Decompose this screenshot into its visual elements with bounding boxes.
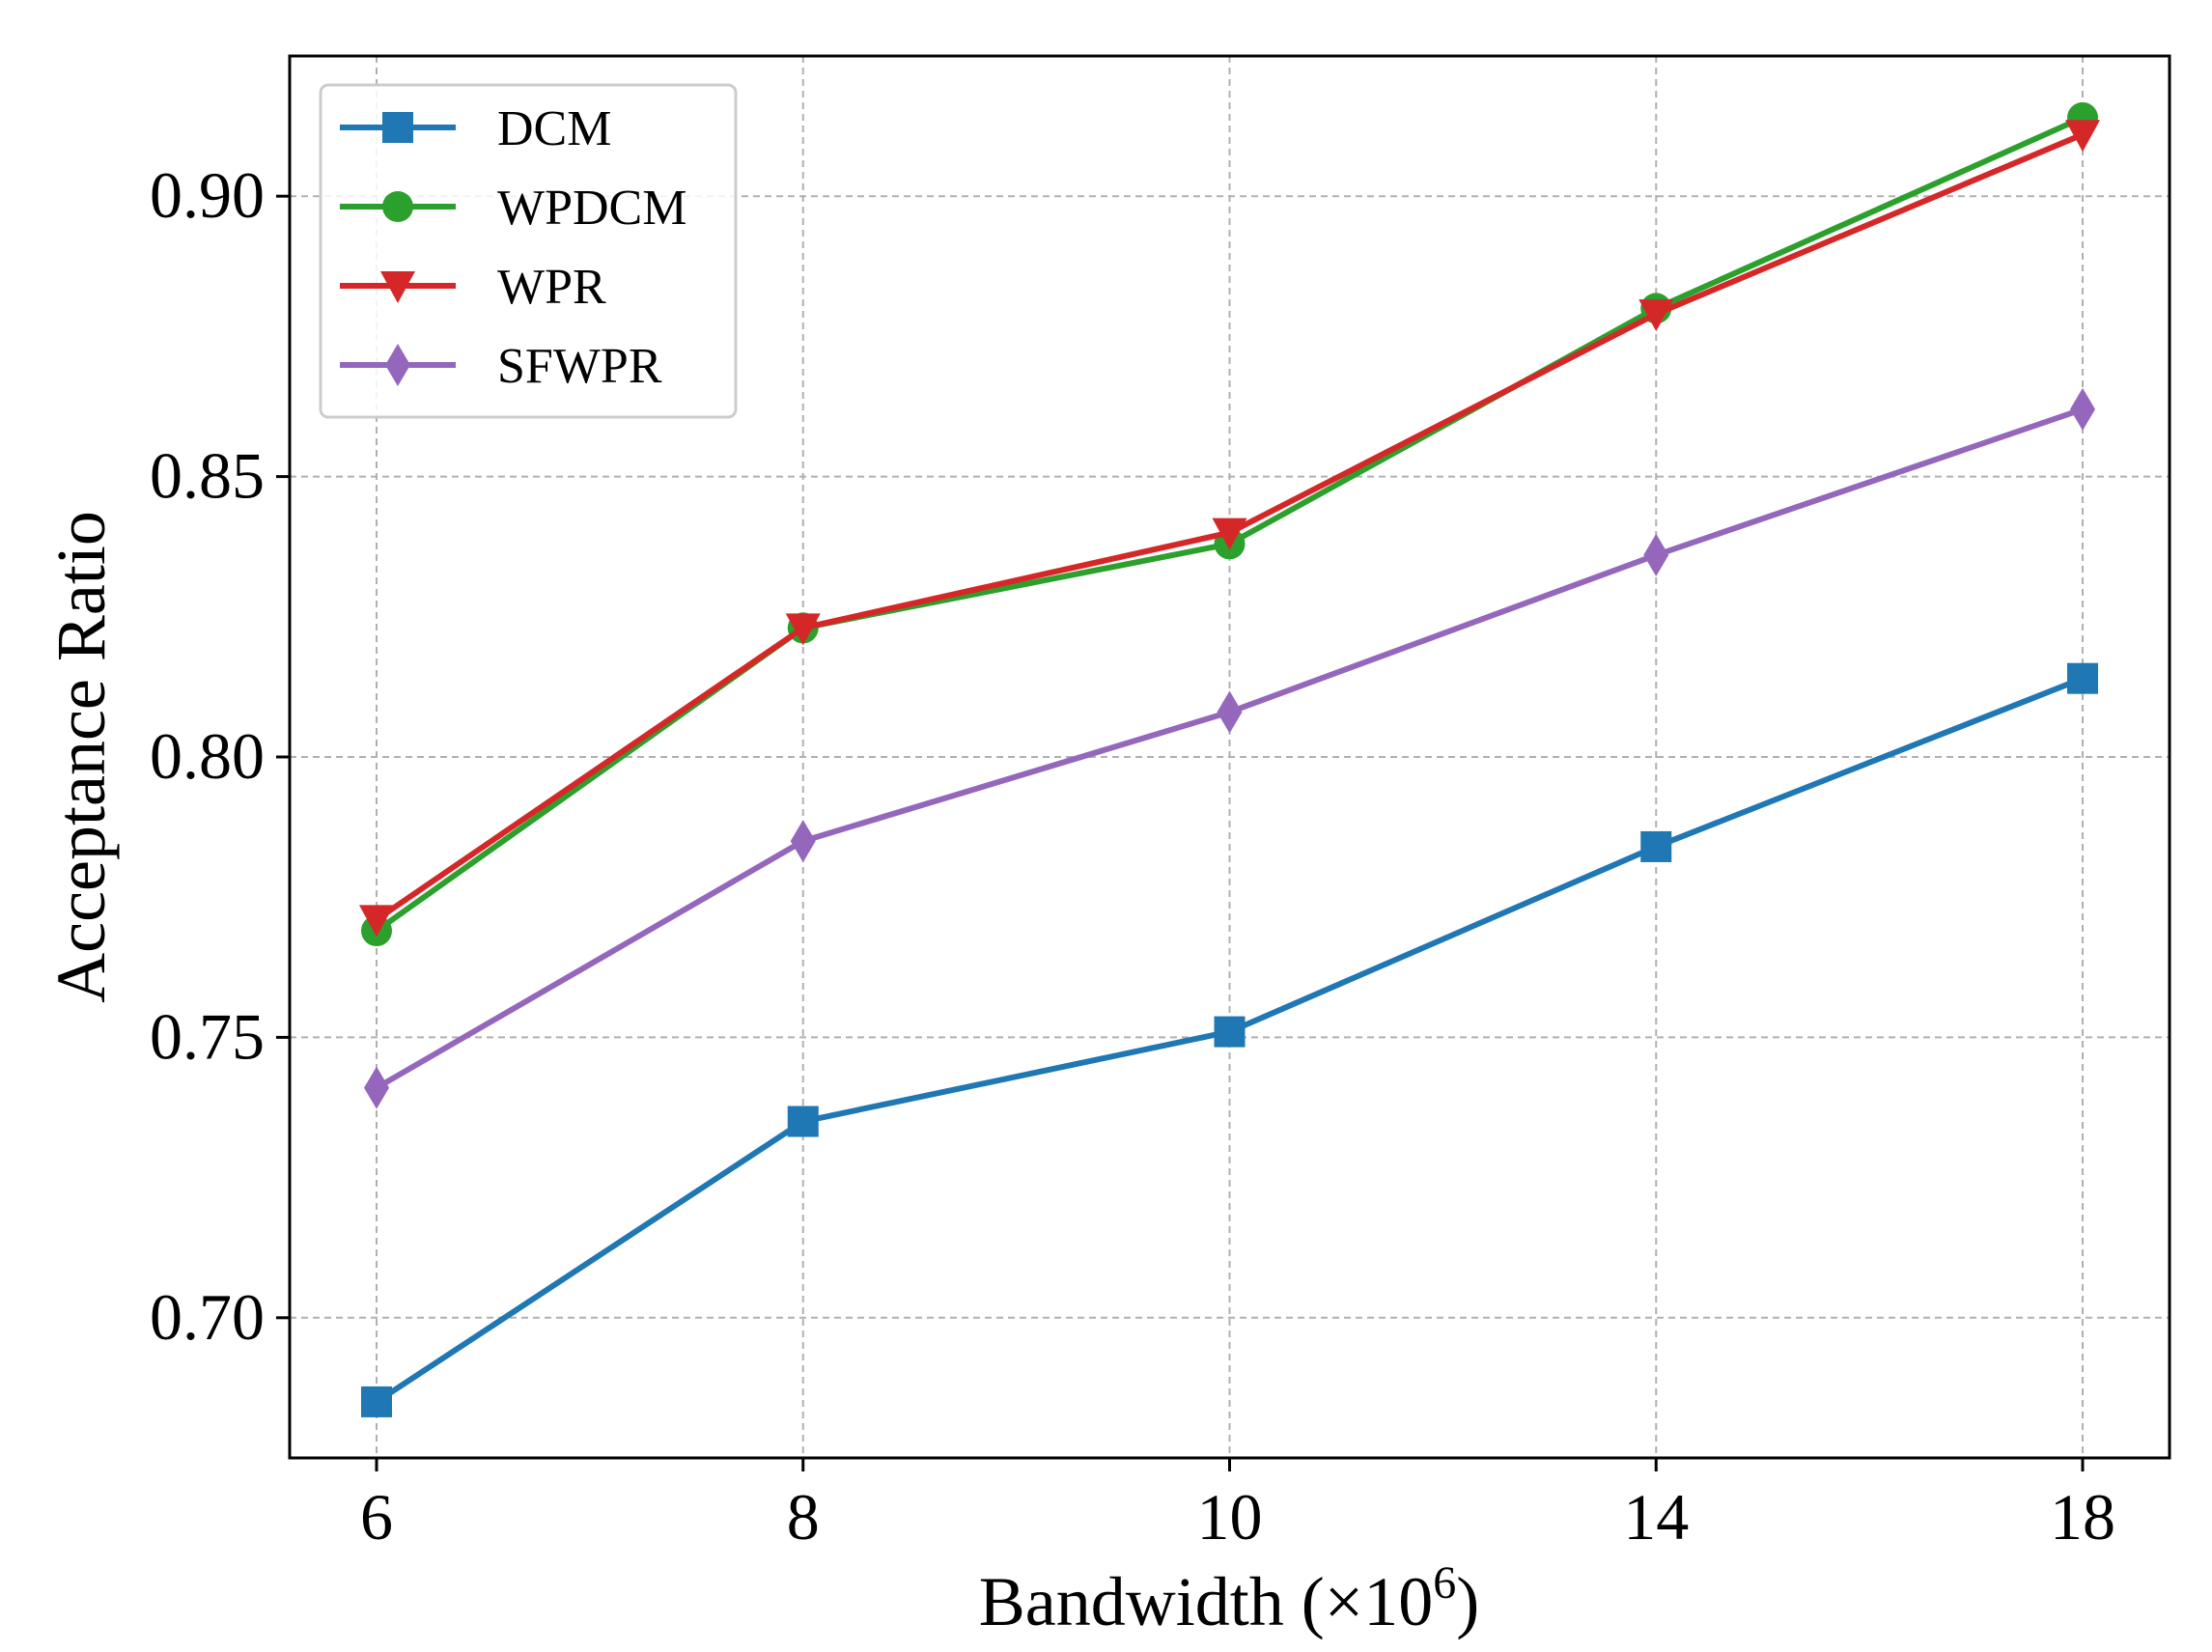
data-point-dcm [361,1386,392,1417]
y-tick-label: 0.70 [150,1280,265,1354]
legend-label-wpdcm: WPDCM [497,181,686,236]
data-point-sfwpr [364,1066,389,1109]
data-point-wpr [359,905,394,938]
y-tick-label: 0.75 [150,999,265,1073]
legend: DCM WPDCM WPR SFWPR [319,83,738,419]
x-tick-label: 10 [1197,1480,1263,1554]
series-dcm [361,662,2098,1417]
y-tick-label: 0.85 [150,439,265,513]
y-axis-label: Acceptance Ratio [42,511,120,1003]
series-sfwpr [364,387,2095,1109]
legend-marker-wpr [380,271,415,303]
data-point-wpr [1638,299,1674,332]
legend-marker-wpdcm [382,191,413,222]
data-point-dcm [1640,830,1672,862]
legend-item-dcm: DCM [340,101,611,156]
x-tick-label: 6 [360,1480,393,1554]
data-point-wpr [2065,120,2100,153]
series-wpr [359,120,2100,938]
legend-label-wpr: WPR [497,260,606,315]
ticks: 6 8 10 14 18 0.70 0.75 0.80 0.85 0.90 [150,158,2115,1554]
x-tick-label: 8 [787,1480,820,1554]
x-tick-label: 14 [1623,1480,1689,1554]
data-point-sfwpr [790,820,816,863]
data-point-wpr [785,613,821,646]
legend-item-wpr: WPR [340,260,606,315]
data-point-dcm [787,1106,819,1137]
legend-marker-dcm [382,112,413,143]
data-point-wpr [1212,518,1247,550]
legend-item-sfwpr: SFWPR [340,339,662,394]
data-point-sfwpr [1217,690,1243,734]
data-point-dcm [1214,1016,1246,1048]
y-tick-label: 0.80 [150,719,265,793]
legend-item-wpdcm: WPDCM [340,181,686,236]
data-point-dcm [2067,662,2098,694]
legend-label-sfwpr: SFWPR [497,339,662,394]
legend-box [319,83,738,419]
legend-marker-sfwpr [385,344,410,386]
data-point-sfwpr [2070,387,2095,431]
series-group [359,101,2100,1417]
legend-label-dcm: DCM [497,101,611,156]
data-point-sfwpr [1643,533,1669,576]
x-tick-label: 18 [2050,1480,2115,1554]
y-tick-label: 0.90 [150,158,265,232]
x-axis-label: Bandwidth (×106) [979,1557,1480,1640]
